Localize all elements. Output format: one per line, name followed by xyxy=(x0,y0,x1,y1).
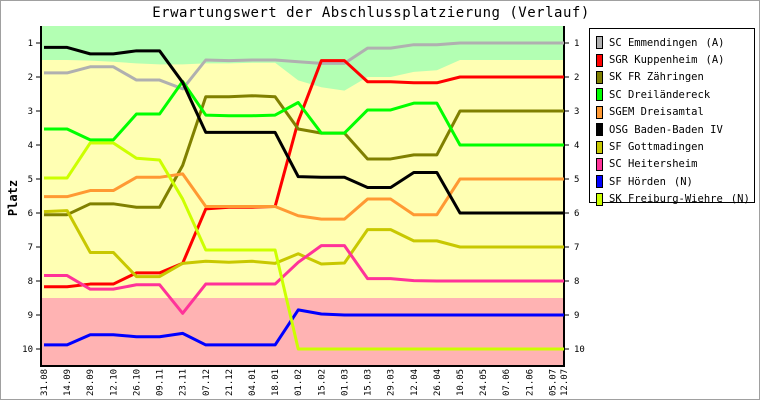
y-tick-label-left: 7 xyxy=(28,243,33,253)
x-tick-label: 12.07 xyxy=(560,369,570,396)
y-tick-label-right: 8 xyxy=(574,277,579,287)
axes xyxy=(40,26,565,367)
y-tick-label-right: 10 xyxy=(574,345,585,355)
x-tick-label: 01.03 xyxy=(340,369,350,396)
y-tick-label-right: 5 xyxy=(574,175,579,185)
y-axis-label: Platz xyxy=(6,179,21,217)
series-line-6 xyxy=(43,209,564,279)
x-tick-label: 26.04 xyxy=(433,369,443,396)
x-tick-label: 01.02 xyxy=(294,369,304,396)
x-tick-label: 10.05 xyxy=(456,369,466,396)
x-tick-label: 29.03 xyxy=(387,369,397,396)
x-tick-label: 26.10 xyxy=(132,369,142,396)
y-tick-label-left: 4 xyxy=(28,141,33,151)
legend-swatch xyxy=(596,88,603,102)
x-tick-label: 14.09 xyxy=(63,369,73,396)
y-tick-label-left: 3 xyxy=(28,107,33,117)
zone-relegation xyxy=(41,298,564,366)
series-line-8 xyxy=(44,308,564,347)
legend: SC Emmendingen (A) SGR Kuppenheim (A) SK FR … xyxy=(589,28,755,206)
x-tick-label: 07.12 xyxy=(202,369,212,396)
x-tick-label: 28.09 xyxy=(86,369,96,396)
legend-swatch xyxy=(596,70,603,84)
x-tick-label: 21.06 xyxy=(525,369,535,396)
y-tick-label-right: 6 xyxy=(574,209,579,219)
y-tick-label-right: 1 xyxy=(574,39,579,49)
legend-tag: (N) xyxy=(673,175,693,188)
x-tick-label: 05.07 xyxy=(548,369,558,396)
legend-item: SK Freiburg-Wiehre (N) xyxy=(590,191,754,208)
legend-tag: (N) xyxy=(730,193,750,206)
x-tick-label: 04.01 xyxy=(248,369,258,396)
legend-item: SF Gottmadingen xyxy=(590,138,754,155)
x-tick-label: 21.12 xyxy=(225,369,235,396)
y-tick-label-right: 2 xyxy=(574,73,579,83)
y-tick-label-right: 4 xyxy=(574,141,579,151)
legend-label: SK Freiburg-Wiehre xyxy=(609,193,723,206)
y-tick-label-left: 9 xyxy=(28,311,33,321)
x-tick-label: 09.11 xyxy=(156,369,166,396)
series-line-5 xyxy=(44,45,564,215)
legend-swatch xyxy=(596,105,603,119)
legend-label: OSG Baden-Baden IV xyxy=(609,123,723,136)
y-tick-label-right: 7 xyxy=(574,243,579,253)
y-tick-label-left: 10 xyxy=(22,345,33,355)
x-tick-label: 15.03 xyxy=(364,369,374,396)
series-line-3 xyxy=(44,79,564,147)
legend-swatch xyxy=(596,140,603,154)
y-tick-label-right: 9 xyxy=(574,311,579,321)
x-tick-label: 12.10 xyxy=(109,369,119,396)
legend-item: OSG Baden-Baden IV xyxy=(590,121,754,138)
x-tick-label: 24.05 xyxy=(479,369,489,396)
x-tick-label: 23.11 xyxy=(179,369,189,396)
legend-swatch xyxy=(596,157,603,171)
legend-swatch xyxy=(596,192,603,206)
legend-label: SK FR Zähringen xyxy=(609,71,704,84)
y-tick-label-left: 2 xyxy=(28,73,33,83)
legend-label: SC Emmendingen xyxy=(609,36,698,49)
legend-item: SGR Kuppenheim (A) xyxy=(590,51,754,68)
legend-label: SC Heitersheim xyxy=(609,158,698,171)
x-tick-label: 18.01 xyxy=(271,369,281,396)
series-line-7 xyxy=(44,244,564,315)
legend-item: SF Hörden (N) xyxy=(590,173,754,190)
x-tick-label: 31.08 xyxy=(40,369,50,396)
x-tick-label: 12.04 xyxy=(410,369,420,396)
y-tick-label-left: 8 xyxy=(28,277,33,287)
legend-item: SGEM Dreisamtal xyxy=(590,104,754,121)
series-line-0 xyxy=(44,41,564,91)
legend-label: SGR Kuppenheim xyxy=(609,54,698,67)
x-tick-label: 07.06 xyxy=(502,369,512,396)
legend-item: SC Emmendingen (A) xyxy=(590,34,754,51)
legend-label: SF Gottmadingen xyxy=(609,141,704,154)
legend-label: SC Dreiländereck xyxy=(609,88,711,101)
zone-promotion xyxy=(41,26,564,91)
legend-item: SC Heitersheim xyxy=(590,156,754,173)
series-line-4 xyxy=(44,172,564,221)
chart-title: Erwartungswert der Abschlussplatzierung … xyxy=(152,5,590,21)
legend-tag: (A) xyxy=(705,54,725,67)
series-line-2 xyxy=(44,94,564,217)
y-tick-label-left: 6 xyxy=(28,209,33,219)
y-tick-label-right: 3 xyxy=(574,107,579,117)
y-tick-label-left: 1 xyxy=(28,39,33,49)
legend-label: SF Hörden xyxy=(609,175,666,188)
y-tick-label-left: 5 xyxy=(28,175,33,185)
series-line-9 xyxy=(44,141,564,351)
legend-swatch xyxy=(596,175,603,189)
legend-tag: (A) xyxy=(705,36,725,49)
legend-swatch xyxy=(596,53,603,67)
legend-swatch xyxy=(596,36,603,50)
legend-label: SGEM Dreisamtal xyxy=(609,106,704,119)
x-tick-label: 15.02 xyxy=(317,369,327,396)
legend-item: SK FR Zähringen xyxy=(590,69,754,86)
legend-swatch xyxy=(596,123,603,137)
legend-item: SC Dreiländereck xyxy=(590,86,754,103)
